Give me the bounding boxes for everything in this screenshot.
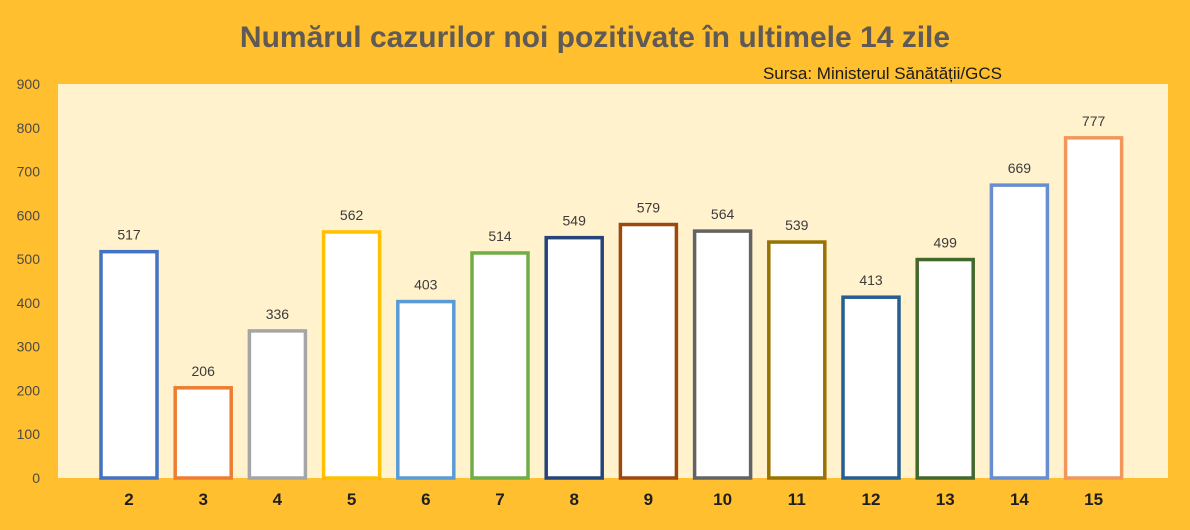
data-label: 413 xyxy=(859,272,883,288)
data-label: 549 xyxy=(563,213,587,229)
bar xyxy=(173,386,233,480)
x-tick-label: 8 xyxy=(569,490,578,509)
bar xyxy=(99,249,159,480)
x-tick-label: 5 xyxy=(347,490,356,509)
bar xyxy=(1063,136,1124,480)
x-tick-label: 11 xyxy=(788,490,806,509)
bar xyxy=(321,230,382,480)
y-tick-label: 0 xyxy=(32,470,40,486)
x-tick-label: 14 xyxy=(1010,490,1029,509)
x-tick-label: 9 xyxy=(644,490,653,509)
y-tick-label: 200 xyxy=(17,382,41,398)
bar xyxy=(841,295,901,480)
x-tick-label: 3 xyxy=(198,490,207,509)
bar xyxy=(544,235,604,480)
x-tick-label: 4 xyxy=(273,490,283,509)
data-label: 403 xyxy=(414,277,438,293)
chart-title: Numărul cazurilor noi pozitivate în ulti… xyxy=(240,21,950,54)
y-tick-label: 300 xyxy=(17,339,41,355)
plot-area xyxy=(58,84,1168,478)
y-tick-label: 700 xyxy=(17,164,41,180)
y-tick-label: 500 xyxy=(17,251,41,267)
bar xyxy=(618,222,679,480)
y-tick-label: 600 xyxy=(17,207,41,223)
data-labels: 517 206 336 562 403 514 549 579 564 539 413 499 669 7… xyxy=(117,113,1105,379)
data-label: 517 xyxy=(117,227,141,243)
bar xyxy=(915,257,975,480)
data-label: 579 xyxy=(637,200,661,216)
bar xyxy=(247,329,308,480)
bars xyxy=(99,136,1124,480)
y-tick-label: 900 xyxy=(17,76,41,92)
data-label: 514 xyxy=(488,228,512,244)
y-tick-label: 400 xyxy=(17,295,41,311)
x-tick-label: 15 xyxy=(1084,490,1103,509)
x-axis: 2 3 4 5 6 7 8 9 10 11 12 13 14 15 xyxy=(124,490,1103,509)
x-tick-label: 6 xyxy=(421,490,430,509)
data-label: 777 xyxy=(1082,113,1106,129)
data-label: 499 xyxy=(934,235,958,251)
data-label: 539 xyxy=(785,217,809,233)
data-label: 336 xyxy=(266,306,290,322)
bar xyxy=(470,251,530,480)
y-tick-label: 100 xyxy=(17,426,41,442)
bar xyxy=(692,229,753,480)
bar xyxy=(767,240,827,480)
chart-source: Sursa: Ministerul Sănătății/GCS xyxy=(763,64,1002,83)
y-tick-label: 800 xyxy=(17,120,41,136)
bar xyxy=(989,183,1050,480)
data-label: 669 xyxy=(1008,160,1032,176)
x-tick-label: 2 xyxy=(124,490,133,509)
data-label: 206 xyxy=(192,363,216,379)
y-axis: 0 100 200 300 400 500 600 700 800 900 xyxy=(17,76,41,486)
x-tick-label: 13 xyxy=(936,490,955,509)
bar xyxy=(396,299,456,480)
data-label: 564 xyxy=(711,206,735,222)
x-tick-label: 10 xyxy=(713,490,732,509)
data-label: 562 xyxy=(340,207,364,223)
x-tick-label: 12 xyxy=(862,490,881,509)
x-tick-label: 7 xyxy=(495,490,504,509)
